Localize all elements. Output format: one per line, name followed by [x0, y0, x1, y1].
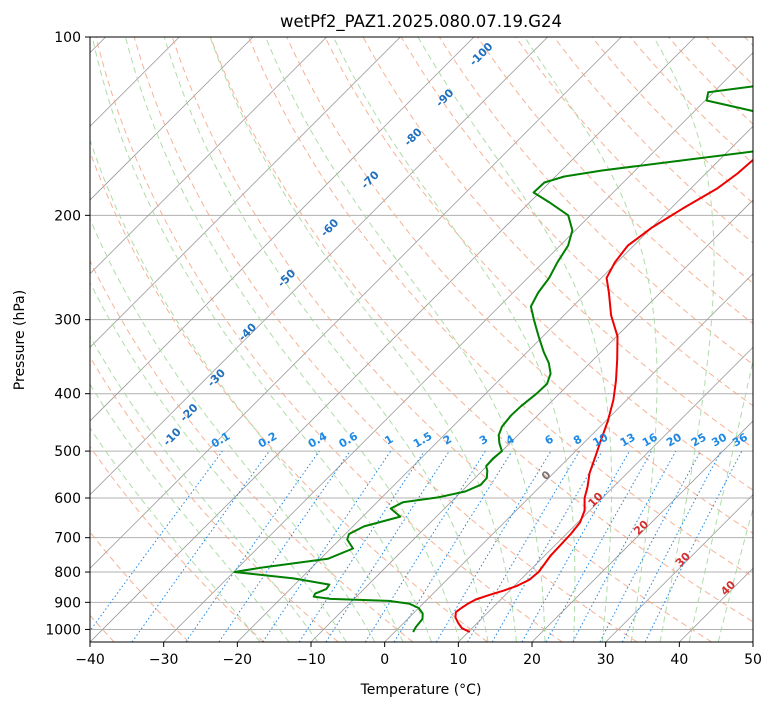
x-tick-label: −40	[75, 652, 105, 668]
temperature-profile-line	[454, 158, 753, 633]
series-layer	[233, 85, 753, 633]
moist-adiabat-line	[209, 37, 517, 642]
mixing-ratio-line	[298, 450, 425, 642]
dry-adiabat-line	[90, 445, 264, 642]
moist-adiabat-line	[90, 281, 347, 642]
y-tick-label: 800	[54, 565, 81, 581]
dry-adiabat-line	[90, 356, 339, 642]
x-tick-label: 50	[744, 652, 762, 668]
isotherm-line	[90, 37, 548, 496]
moist-adiabat-line	[688, 358, 753, 642]
mixing-ratio-line	[572, 450, 677, 642]
x-tick-label: 20	[523, 652, 541, 668]
chart-title: wetPf2_PAZ1.2025.080.07.19.G24	[280, 12, 562, 32]
moist-adiabat-line	[417, 37, 612, 642]
y-tick-label: 600	[54, 491, 81, 507]
dry-adiabat-line	[248, 37, 753, 578]
isotherm-line	[90, 37, 696, 642]
y-tick-label: 300	[54, 313, 81, 329]
moist-adiabat-line	[90, 383, 290, 642]
moist-adiabat-line	[332, 37, 576, 642]
y-tick-label: 900	[54, 595, 81, 611]
y-tick-label: 100	[54, 30, 81, 46]
x-tick-label: 30	[597, 652, 615, 668]
mixing-ratio-line	[185, 450, 320, 642]
y-tick-label: 700	[54, 531, 81, 547]
x-tick-label: −30	[149, 652, 179, 668]
x-tick-label: −10	[296, 652, 326, 668]
moist-adiabat-line	[90, 335, 319, 642]
x-tick-label: 40	[670, 652, 688, 668]
isotherm-line	[90, 37, 254, 201]
isotherm-line	[163, 52, 753, 642]
dry-adiabat-line	[286, 37, 753, 534]
y-tick-label: 400	[54, 387, 81, 403]
dry-adiabat-line	[324, 37, 753, 491]
isotherm-line	[90, 37, 622, 569]
dewpoint-profile-line	[233, 85, 753, 633]
moist-adiabat-line	[91, 37, 432, 642]
mixing-ratio-line	[218, 450, 351, 642]
y-tick-label: 500	[54, 444, 81, 460]
moist-adiabat-line	[163, 37, 489, 642]
x-tick-label: −20	[223, 652, 253, 668]
dry-adiabat-line	[95, 37, 563, 642]
mixing-ratio-line	[545, 450, 653, 642]
moist-adiabat-line	[265, 37, 546, 642]
moist-adiabat-line	[90, 138, 404, 642]
plot-frame	[89, 36, 754, 643]
mixing-ratio-line	[393, 450, 513, 642]
y-axis-title: Pressure (hPa)	[12, 290, 28, 390]
moist-adiabat-line	[90, 427, 261, 642]
dry-adiabat-line	[515, 37, 753, 284]
isotherm-line	[458, 346, 753, 642]
x-tick-label: 10	[449, 652, 467, 668]
axis-layer: −40 −30 −20 −10 0 10 20 30 40 50 100 200 300 400 500 60…	[45, 30, 762, 668]
mixing-ratio-line	[262, 450, 392, 642]
y-tick-label: 200	[54, 208, 81, 224]
x-axis-title: Temperature (°C)	[360, 682, 482, 698]
moist-adiabat-line	[125, 37, 461, 642]
moist-adiabat-line	[717, 506, 753, 642]
grid-layer	[90, 37, 753, 642]
dry-adiabat-line	[171, 37, 712, 642]
isotherm-line	[90, 37, 475, 422]
mixing-ratio-line	[131, 450, 270, 642]
isotherm-line	[90, 37, 327, 275]
mixing-ratio-line	[644, 450, 743, 642]
moist-adiabat-line	[90, 217, 376, 642]
moist-adiabat-line	[524, 37, 658, 642]
isotherm-line	[384, 273, 753, 642]
y-tick-label: 1000	[45, 622, 81, 638]
moist-adiabat-line	[653, 37, 715, 642]
mixing-ratio-line	[90, 450, 223, 632]
isotherm-line	[605, 494, 753, 642]
dry-adiabat-line	[90, 259, 414, 642]
dry-adiabat-line	[210, 37, 753, 623]
mixing-ratio-line	[521, 450, 630, 642]
isotherm-line	[531, 420, 753, 642]
mixing-ratio-line	[325, 450, 450, 642]
isotherm-line	[90, 37, 401, 348]
x-tick-label: 0	[380, 652, 389, 668]
